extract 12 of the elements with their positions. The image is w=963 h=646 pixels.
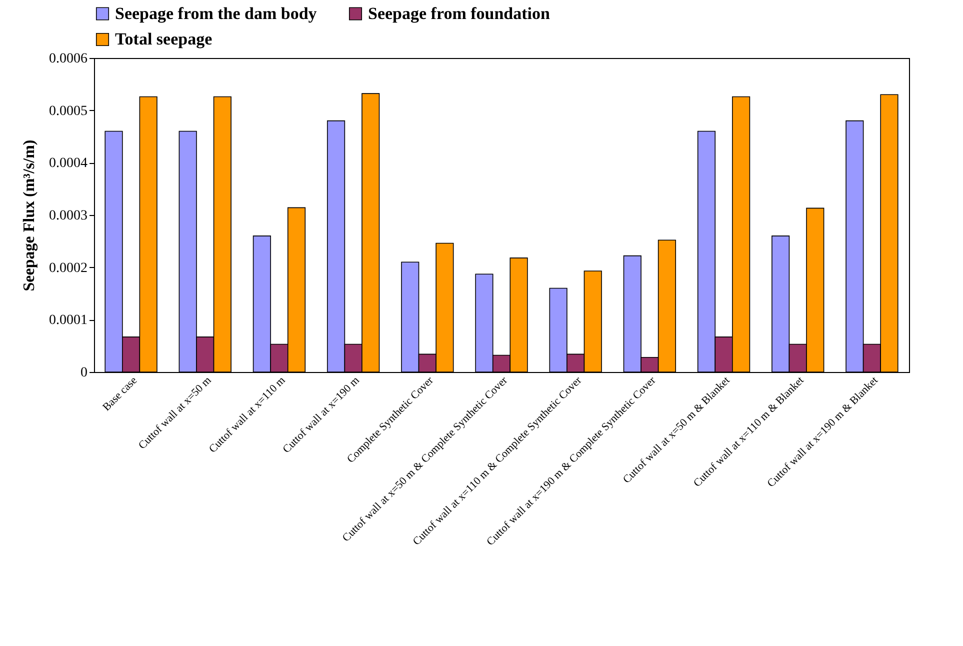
y-axis-title: Seepage Flux (m³/s/m)	[21, 140, 38, 292]
legend-label: Seepage from foundation	[368, 4, 551, 23]
y-tick-label: 0.0004	[49, 156, 88, 172]
y-tick-label: 0.0003	[49, 208, 88, 224]
legend-label: Total seepage	[115, 30, 213, 48]
y-tick-label: 0.0006	[49, 52, 88, 66]
y-tick-label: 0.0001	[49, 313, 88, 328]
y-tick-label: 0	[80, 366, 88, 380]
x-tick-label: Base case	[100, 374, 140, 414]
y-tick-label: 0.0005	[49, 104, 88, 119]
legend-label: Seepage from the dam body	[115, 4, 318, 23]
y-tick-label: 0.0002	[49, 260, 88, 276]
